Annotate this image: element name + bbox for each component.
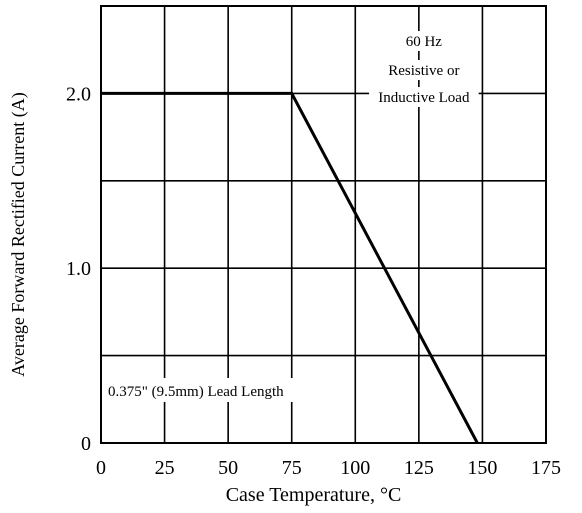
y-tick-label: 0 <box>81 433 91 455</box>
series-line <box>101 91 479 444</box>
plot-frame <box>100 5 547 444</box>
annotation-bg <box>369 87 479 107</box>
y-tick-label: 2.0 <box>66 83 91 105</box>
y-tick-labels: 0 1.0 2.0 <box>66 83 91 455</box>
x-tick-label: 150 <box>467 457 497 479</box>
condition-label: 60 Hz <box>406 34 443 50</box>
x-axis-label: Case Temperature, °C <box>226 484 402 506</box>
condition-label: Inductive Load <box>378 90 470 106</box>
annotation-bg <box>402 31 446 51</box>
x-tick-label: 175 <box>531 457 561 479</box>
lead-length-label: 0.375" (9.5mm) Lead Length <box>108 384 284 400</box>
y-axis-label: Average Forward Rectified Current (A) <box>8 92 29 377</box>
x-tick-label: 25 <box>155 457 175 479</box>
y-tick-label: 1.0 <box>66 258 91 280</box>
series-layer <box>101 91 479 444</box>
x-tick-label: 50 <box>218 457 238 479</box>
x-tick-label: 100 <box>340 457 370 479</box>
lead-length-bg <box>104 378 300 402</box>
condition-label: Resistive or <box>388 63 459 79</box>
grid-lines <box>101 6 546 443</box>
x-tick-labels: 0 25 50 75 100 125 150 175 <box>96 457 561 479</box>
annotation-bg <box>376 60 472 80</box>
x-tick-label: 125 <box>404 457 434 479</box>
annotations-layer: 60 Hz Resistive or Inductive Load 0.375" (9… <box>104 31 479 402</box>
x-tick-label: 75 <box>282 457 302 479</box>
x-tick-label: 0 <box>96 457 106 479</box>
